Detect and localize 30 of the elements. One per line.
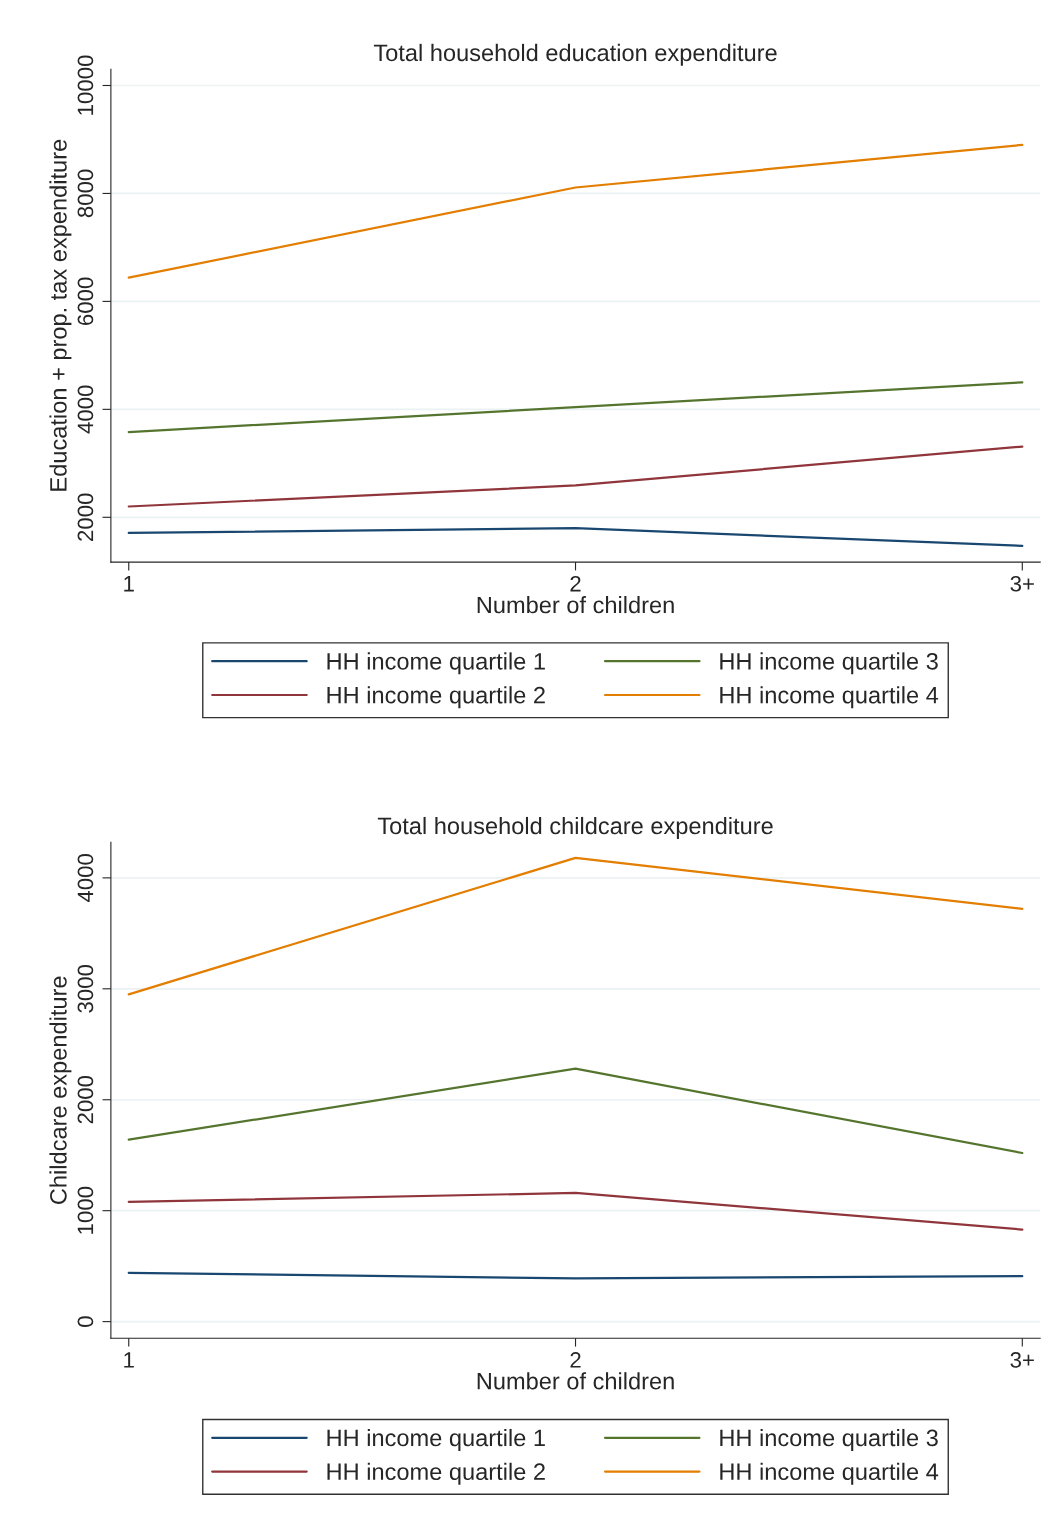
x-axis-title: Number of children: [477, 1372, 674, 1390]
x-tick-label: 1: [124, 1352, 134, 1368]
y-axis-title: Childcare expenditure: [49, 976, 72, 1204]
y-tick-label: 4000: [77, 854, 94, 903]
y-tick-label: 6000: [77, 277, 94, 325]
legend-label: HH income quartile 4: [720, 1462, 939, 1485]
y-tick-label: 1000: [77, 1186, 94, 1234]
chart-title: Total household education expenditure: [373, 43, 777, 66]
y-tick-label: 3000: [77, 964, 94, 1013]
y-axis-title: Education + prop. tax expenditure: [49, 139, 72, 491]
y-tick-label: 0: [77, 1316, 94, 1327]
x-tick-label: 2: [570, 1352, 581, 1368]
legend-label: HH income quartile 3: [720, 1428, 938, 1451]
x-tick-label: 1: [124, 576, 134, 592]
x-axis-title: Number of children: [477, 596, 674, 614]
legend-label: HH income quartile 4: [720, 686, 939, 709]
legend-label: HH income quartile 2: [327, 1462, 545, 1485]
legend-label: HH income quartile 1: [327, 1428, 545, 1451]
y-tick-label: 2000: [77, 493, 94, 541]
x-tick-label: 3+: [1010, 575, 1034, 592]
y-tick-label: 10000: [77, 55, 94, 115]
legend-label: HH income quartile 2: [327, 686, 545, 709]
legend-label: HH income quartile 3: [720, 652, 938, 675]
y-tick-label: 8000: [77, 169, 94, 218]
y-tick-label: 4000: [77, 385, 94, 434]
x-tick-label: 2: [570, 575, 581, 592]
y-tick-label: 2000: [77, 1075, 94, 1124]
chart-title: Total household childcare expenditure: [377, 816, 773, 839]
x-tick-label: 3+: [1010, 1352, 1034, 1368]
legend-label: HH income quartile 1: [327, 652, 545, 675]
